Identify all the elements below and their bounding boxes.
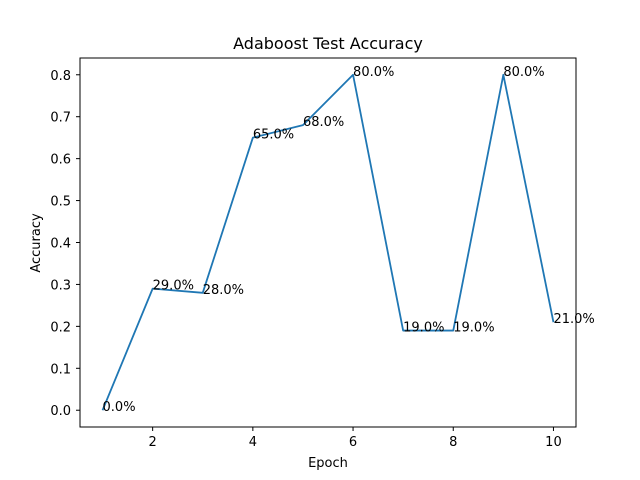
- data-label: 19.0%: [453, 321, 494, 336]
- data-label: 0.0%: [103, 400, 136, 415]
- series-line: [101, 73, 555, 411]
- y-tick-label: 0.8: [50, 69, 71, 84]
- x-tick-label: 2: [149, 435, 157, 450]
- plot-area: 0.0% 29.0% 28.0% 65.0% 68.0% 80.0% 19.0% 19.0% 8…: [101, 65, 595, 415]
- y-tick-label: 0.0: [50, 404, 71, 419]
- y-tick-label: 0.4: [50, 237, 71, 252]
- y-axis-label: Accuracy: [29, 213, 44, 273]
- y-tick-label: 0.7: [50, 111, 71, 126]
- y-tick-label: 0.5: [50, 195, 71, 210]
- data-label: 65.0%: [253, 128, 294, 143]
- x-tick-label: 6: [349, 435, 357, 450]
- chart-title: Adaboost Test Accuracy: [233, 34, 423, 53]
- data-label: 29.0%: [153, 279, 194, 294]
- data-label: 80.0%: [503, 65, 544, 80]
- x-tick-label: 8: [449, 435, 457, 450]
- x-axis-label: Epoch: [308, 456, 348, 471]
- data-label: 28.0%: [203, 283, 244, 298]
- y-axis: 0.0 0.1 0.2 0.3 0.4 0.5 0.6 0.7 0.8: [50, 69, 80, 419]
- x-axis: 2 4 6 8 10: [149, 427, 562, 450]
- data-label: 68.0%: [303, 115, 344, 130]
- y-tick-label: 0.2: [50, 320, 71, 335]
- data-label: 80.0%: [353, 65, 394, 80]
- y-tick-label: 0.6: [50, 153, 71, 168]
- y-tick-label: 0.1: [50, 362, 71, 377]
- data-label: 21.0%: [553, 312, 594, 327]
- data-label: 19.0%: [403, 321, 444, 336]
- x-tick-label: 10: [545, 435, 562, 450]
- y-tick-label: 0.3: [50, 278, 71, 293]
- x-tick-label: 4: [249, 435, 257, 450]
